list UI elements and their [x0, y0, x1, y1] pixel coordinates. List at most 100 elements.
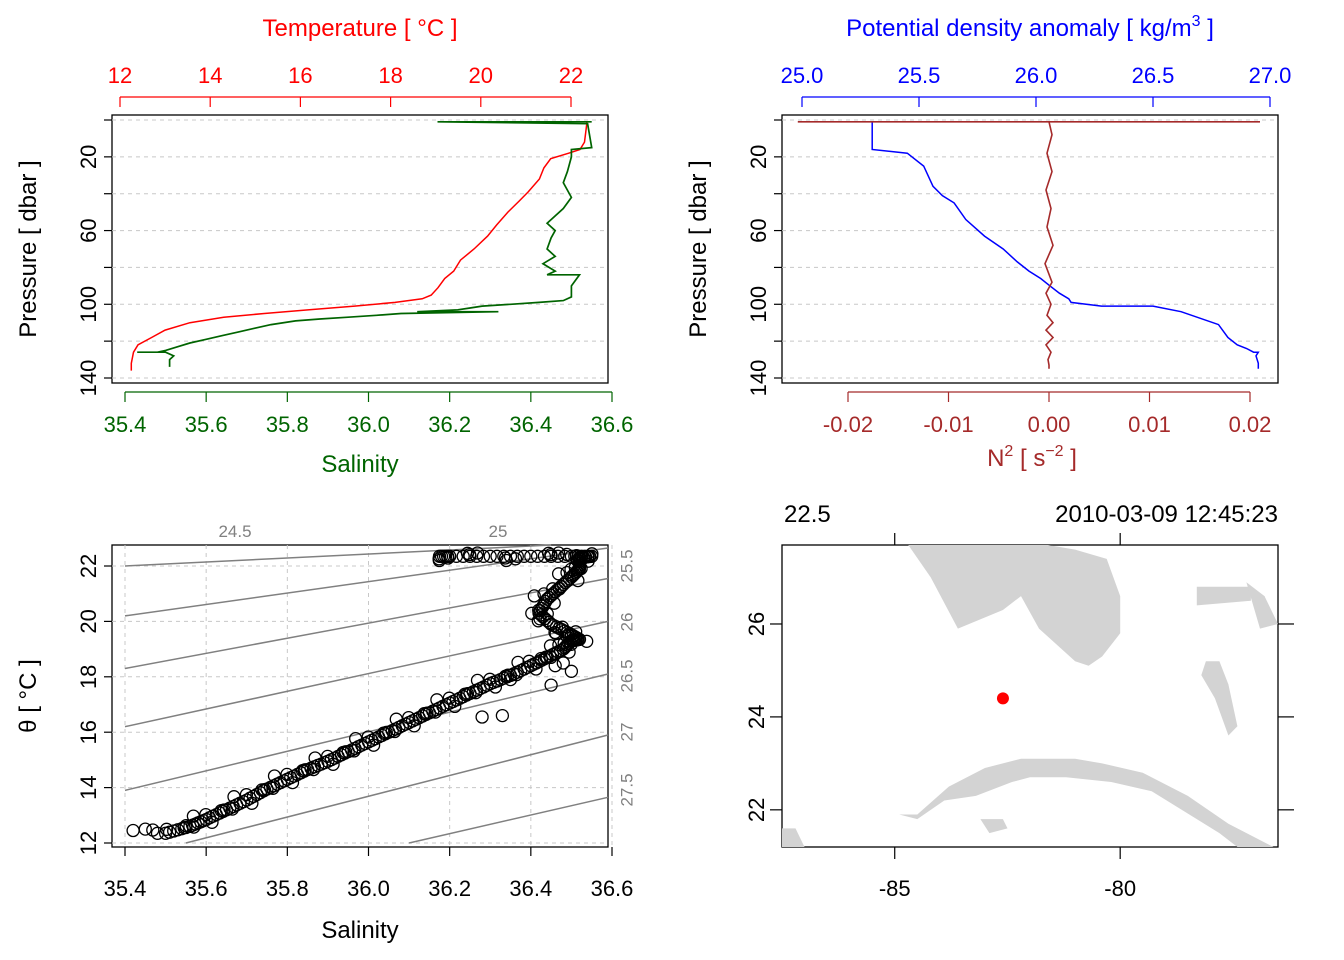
temperature-tick-label: 18 — [378, 63, 402, 88]
density-tick-label: 26.0 — [1015, 63, 1058, 88]
temperature-tick-label: 22 — [559, 63, 583, 88]
land-florida — [908, 545, 1121, 666]
ts-point — [295, 764, 310, 778]
isopycnal-line — [124, 544, 552, 567]
ts-point — [544, 678, 558, 692]
ts-point — [458, 687, 472, 701]
ts-point — [558, 549, 572, 563]
map-top-left-label: 22.5 — [784, 501, 831, 528]
isopycnal-label: 26.5 — [617, 659, 636, 692]
ts-point — [417, 707, 431, 721]
ts-point — [498, 551, 513, 565]
density-profile-frame — [781, 114, 1279, 384]
ts-point — [255, 783, 269, 797]
ts-point — [511, 655, 525, 670]
ts-point — [578, 549, 592, 563]
ts-point — [214, 803, 228, 818]
ts-point — [456, 549, 470, 563]
isopycnal-label: 27 — [617, 723, 636, 742]
salinity-tick-label: 36.6 — [591, 412, 634, 437]
density-tick-label: 27.0 — [1249, 63, 1292, 88]
ts-diagram-x-tick-label: 35.8 — [266, 876, 309, 901]
ts-diagram-y-tick-label: 18 — [76, 665, 101, 689]
ts-point — [522, 654, 536, 668]
ts-point — [571, 549, 585, 563]
ts-point — [564, 549, 579, 563]
ts-point — [490, 549, 504, 563]
ts-point — [432, 549, 447, 563]
salinity-tick-label: 35.8 — [266, 412, 309, 437]
isopycnal-line — [124, 577, 609, 670]
ts-point — [239, 788, 254, 802]
ts-diagram-y-tick-label: 12 — [76, 831, 101, 855]
ts-point — [377, 726, 391, 740]
isopycnal-label: 24.5 — [218, 522, 251, 541]
ts-point — [126, 823, 140, 838]
ts-diagram-y-tick-label: 16 — [76, 720, 101, 744]
land-bahamas-3 — [1201, 661, 1238, 736]
ts-point — [227, 790, 241, 804]
ts-point — [568, 549, 582, 563]
map-x-tick-label: -80 — [1104, 876, 1136, 901]
ts-diagram-x-tick-label: 35.6 — [185, 876, 228, 901]
density-profile-bottom-title: N2 [ s−2 ] — [987, 443, 1077, 472]
ts-diagram-y-tick-label: 14 — [76, 775, 101, 799]
ts-profile-y-tick-label: 60 — [76, 218, 101, 242]
isopycnal-label: 27.5 — [617, 773, 636, 806]
salinity-profile-line — [137, 120, 593, 367]
temperature-tick-label: 16 — [288, 63, 312, 88]
ts-diagram-x-tick-label: 36.2 — [428, 876, 471, 901]
salinity-tick-label: 35.4 — [104, 412, 147, 437]
ts-profile-bottom-title: Salinity — [321, 451, 398, 478]
ts-point — [308, 751, 322, 765]
land-isla-juventud — [980, 819, 1008, 834]
ts-point — [280, 767, 294, 782]
temperature-tick-label: 14 — [198, 63, 222, 88]
isopycnal-line — [124, 620, 609, 728]
map-y-tick-label: 26 — [744, 612, 769, 636]
map-y-tick-label: 24 — [744, 705, 769, 729]
ts-point — [336, 745, 350, 760]
ts-point — [537, 549, 552, 563]
station-marker — [996, 692, 1009, 705]
land-yucatan — [782, 828, 805, 847]
ts-diagram-x-tick-label: 36.4 — [509, 876, 552, 901]
ts-point — [531, 614, 545, 628]
density-profile-y-tick-label: 100 — [746, 286, 771, 323]
land-bahamas-1 — [1196, 586, 1251, 606]
ts-point — [463, 549, 477, 563]
ts-point — [495, 708, 510, 723]
temperature-tick-label: 20 — [469, 63, 493, 88]
density-profile-y-title: Pressure [ dbar ] — [685, 160, 712, 337]
ts-point — [349, 731, 363, 746]
density-profile-y-tick-label: 140 — [746, 360, 771, 397]
ts-point — [569, 625, 583, 639]
n2-profile-line — [797, 121, 1260, 369]
salinity-tick-label: 36.4 — [509, 412, 552, 437]
ts-point — [483, 672, 497, 686]
ts-point — [470, 549, 484, 563]
ts-point — [551, 549, 565, 563]
ts-point — [253, 786, 267, 800]
n2-tick-label: 0.01 — [1128, 412, 1171, 437]
ts-point — [564, 664, 579, 678]
density-profile-top-title: Potential density anomaly [ kg/m3 ] — [846, 13, 1214, 42]
temperature-tick-label: 12 — [108, 63, 132, 88]
density-profile-line — [802, 121, 1260, 369]
ts-point — [475, 710, 489, 724]
ts-profile-y-tick-label: 140 — [76, 360, 101, 397]
ts-diagram-y-tick-label: 20 — [76, 609, 101, 633]
ts-diagram-y-title: θ [ °C ] — [15, 659, 42, 733]
ts-profile-y-tick-label: 20 — [76, 145, 101, 169]
ts-point — [449, 549, 464, 563]
ts-diagram-x-tick-label: 35.4 — [104, 876, 147, 901]
ts-point — [476, 549, 491, 563]
ts-point — [199, 807, 213, 822]
ts-point — [556, 656, 570, 670]
density-tick-label: 25.5 — [898, 63, 941, 88]
salinity-tick-label: 36.2 — [428, 412, 471, 437]
ts-point — [527, 589, 541, 603]
density-tick-label: 26.5 — [1132, 63, 1175, 88]
map-x-tick-label: -85 — [879, 876, 911, 901]
